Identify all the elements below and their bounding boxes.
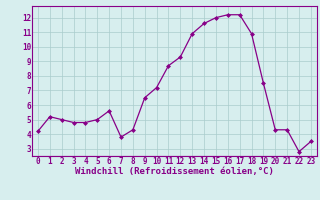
X-axis label: Windchill (Refroidissement éolien,°C): Windchill (Refroidissement éolien,°C) [75, 167, 274, 176]
